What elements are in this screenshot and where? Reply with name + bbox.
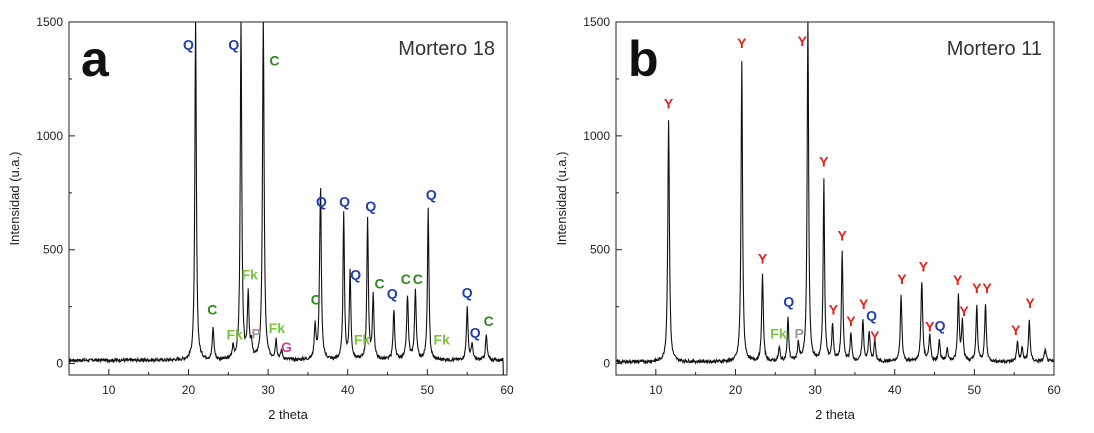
peak-annotation: C — [413, 271, 423, 287]
peak-annotation: Fk — [770, 326, 787, 342]
peak-annotation: C — [311, 291, 321, 307]
peak-annotation: C — [401, 271, 411, 287]
y-tick-label: 0 — [603, 357, 610, 371]
x-tick-label: 40 — [888, 383, 902, 397]
xrd-chart-mortero-18: 10 20 30 40 50 60 0 500 1000 1500 2 theta Intensida… — [7, 15, 514, 422]
peak-annotation: Y — [819, 154, 829, 170]
peak-annotation: G — [281, 339, 292, 355]
peak-annotation: Y — [829, 302, 839, 318]
y-axis-label: Intensidad (u.a.) — [7, 152, 22, 246]
peak-annotation: Y — [798, 33, 808, 49]
peak-annotation: Q — [316, 193, 327, 209]
x-tick-label: 20 — [182, 383, 196, 397]
peak-annotation: Y — [1025, 295, 1035, 311]
peak-annotation: Y — [859, 296, 869, 312]
x-tick-label: 10 — [649, 383, 663, 397]
panel-letter: b — [628, 31, 659, 87]
peak-annotation: Q — [935, 318, 946, 334]
peak-annotation: Y — [953, 272, 963, 288]
peak-annotation: Fk — [354, 331, 371, 347]
peak-annotation: Y — [846, 313, 856, 329]
peak-annotation: Q — [350, 266, 361, 282]
peak-annotation: Y — [837, 228, 847, 244]
xrd-chart-mortero-11: 10 20 30 40 50 60 0 500 1000 1500 2 theta Intensida… — [554, 15, 1061, 422]
peak-annotation: P — [251, 326, 260, 342]
peak-annotation: Fk — [242, 266, 259, 282]
peak-annotation: Q — [365, 198, 376, 214]
x-tick-label: 40 — [341, 383, 355, 397]
peak-annotation: Y — [1011, 322, 1021, 338]
peak-annotation: Q — [783, 294, 794, 310]
chart-panel-b: 10 20 30 40 50 60 0 500 1000 1500 2 theta Intensida… — [547, 0, 1094, 428]
x-tick-label: 50 — [968, 383, 982, 397]
peak-annotation: Q — [228, 36, 239, 52]
peak-annotation: Q — [387, 286, 398, 302]
peak-annotation: Q — [183, 36, 194, 52]
peak-annotation: Fk — [269, 320, 286, 336]
peak-annotation: C — [269, 52, 279, 68]
peak-annotation: Y — [919, 258, 929, 274]
peak-annotation: Y — [758, 250, 768, 266]
peak-annotation: C — [484, 313, 494, 329]
peak-annotation: Y — [897, 271, 907, 287]
peak-annotation: Y — [870, 328, 880, 344]
x-tick-label: 10 — [102, 383, 116, 397]
peak-annotation: Y — [737, 35, 747, 51]
panel-letter: a — [81, 31, 110, 87]
y-tick-label: 1000 — [583, 129, 610, 143]
plot-frame — [615, 21, 1055, 376]
y-axis-label: Intensidad (u.a.) — [554, 152, 569, 246]
peak-annotation: Q — [426, 187, 437, 203]
x-tick-label: 50 — [421, 383, 435, 397]
series-line — [69, 22, 504, 375]
y-tick-label: 0 — [56, 357, 63, 371]
peak-annotation: Q — [866, 307, 877, 323]
peak-annotation: Q — [470, 324, 481, 340]
y-tick-label: 1000 — [36, 129, 63, 143]
x-tick-label: 20 — [729, 383, 743, 397]
peak-annotation: Y — [959, 303, 969, 319]
peak-annotation: P — [794, 326, 803, 342]
peak-annotation: Y — [972, 280, 982, 296]
peak-annotation: Y — [925, 319, 935, 335]
x-axis-label: 2 theta — [815, 407, 856, 422]
x-axis-label: 2 theta — [268, 407, 309, 422]
chart-title: Mortero 11 — [947, 38, 1042, 60]
peak-annotation: C — [375, 275, 385, 291]
x-tick-label: 60 — [1047, 383, 1061, 397]
x-tick-label: 60 — [500, 383, 514, 397]
peak-annotation: Q — [462, 285, 473, 301]
peak-annotation: Fk — [226, 327, 243, 343]
peak-annotation: Y — [664, 96, 674, 112]
y-tick-label: 1500 — [36, 15, 63, 29]
series-line — [616, 22, 1054, 365]
chart-panel-a: 10 20 30 40 50 60 0 500 1000 1500 2 theta Intensida… — [0, 0, 547, 428]
peak-annotation: Fk — [434, 331, 451, 347]
peak-annotation: Q — [339, 193, 350, 209]
y-tick-label: 1500 — [583, 15, 610, 29]
x-tick-label: 30 — [808, 383, 822, 397]
peak-annotation: C — [207, 302, 217, 318]
y-tick-label: 500 — [590, 243, 610, 257]
chart-title: Mortero 18 — [398, 38, 495, 60]
x-tick-label: 30 — [261, 383, 275, 397]
peak-annotation: Y — [982, 280, 992, 296]
plot-frame — [68, 21, 508, 376]
y-tick-label: 500 — [43, 243, 63, 257]
